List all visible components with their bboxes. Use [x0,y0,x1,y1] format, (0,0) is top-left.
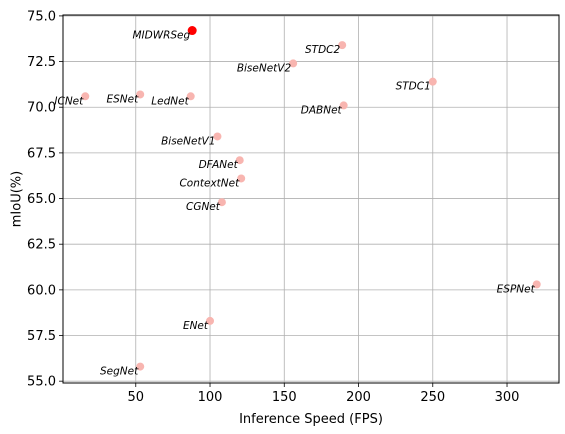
data-point-midwrseg [187,26,197,36]
point-label-dabnet: DABNet [301,104,343,116]
point-label-stdc1: STDC1 [396,81,431,93]
point-label-esnet: ESNet [106,93,139,105]
data-point-bisenetv2 [289,59,298,68]
y-tick-label: 67.5 [27,146,56,161]
y-tick-label: 70.0 [27,101,56,116]
plot-frame [62,14,560,384]
point-label-dfanet: DFANet [199,159,239,171]
x-axis: 50 100 150 200 250 300 [127,383,519,405]
data-point-lednet [186,92,195,101]
y-axis: 55.0 57.5 60.0 62.5 65.0 67.5 70.0 72.5 75.0 [27,9,63,390]
data-point-stdc1 [428,77,437,86]
point-label-bisenetv2: BiseNetV2 [237,62,292,74]
point-label-stdc2: STDC2 [305,44,340,56]
y-tick-label: 65.0 [27,192,56,207]
data-point-contextnet [237,174,246,183]
data-point-espnet [532,280,541,289]
y-tick-label: 60.0 [27,283,56,298]
point-label-icnet: ICNet [54,95,84,107]
point-label-contextnet: ContextNet [179,177,240,189]
y-tick-label: 62.5 [27,238,56,253]
y-tick-label: 72.5 [27,55,56,70]
point-label-lednet: LedNet [151,95,189,107]
point-label-enet: ENet [183,320,209,332]
y-axis-label: mIoU(%) [10,171,25,227]
data-points [81,26,541,371]
x-tick-label: 300 [495,390,520,405]
data-point-dfanet [235,156,244,165]
data-point-segnet [136,362,145,371]
point-label-midwrseg: MIDWRSeg [132,30,190,42]
data-point-stdc2 [338,41,347,50]
x-tick-label: 150 [272,390,297,405]
point-label-segnet: SegNet [100,366,139,378]
point-label-cgnet: CGNet [186,201,221,213]
data-point-bisenetv1 [213,132,222,141]
x-axis-label: Inference Speed (FPS) [239,412,383,427]
x-tick-label: 100 [198,390,223,405]
data-point-enet [206,316,215,325]
point-label-bisenetv1: BiseNetV1 [161,135,215,147]
data-point-esnet [136,90,145,99]
data-point-dabnet [339,101,348,110]
x-tick-label: 250 [420,390,445,405]
y-tick-label: 55.0 [27,375,56,390]
point-labels: MIDWRSeg STDC2 BiseNetV2 STDC1 ICNet ESNet Led… [54,30,535,378]
point-label-espnet: ESPNet [497,283,536,295]
data-point-icnet [81,92,90,101]
data-point-cgnet [217,198,226,207]
x-tick-label: 50 [127,390,144,405]
grid [63,15,559,383]
y-tick-label: 57.5 [27,329,56,344]
y-tick-label: 75.0 [27,9,56,24]
x-tick-label: 200 [346,390,371,405]
